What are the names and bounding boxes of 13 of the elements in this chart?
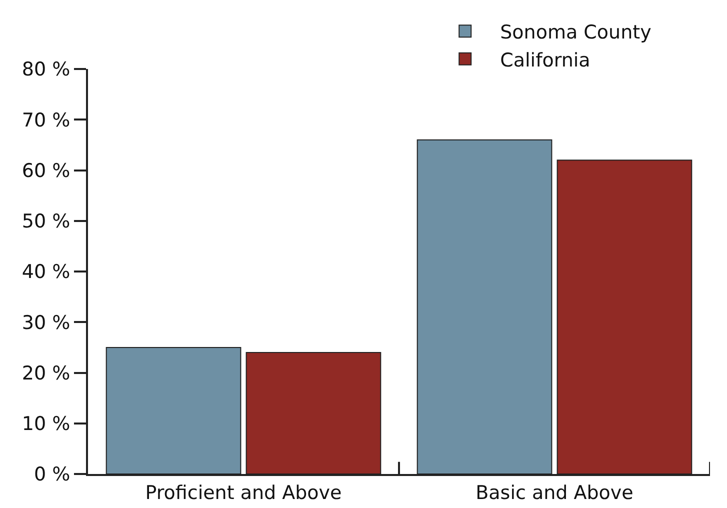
y-tick-label: 80 % (22, 58, 70, 81)
y-tick-label: 60 % (22, 160, 70, 182)
y-tick-label: 50 % (22, 210, 70, 233)
x-tick-label: Basic and Above (476, 482, 634, 504)
x-tick-label: Proficient and Above (145, 482, 342, 504)
y-tick-label: 0 % (34, 464, 70, 486)
y-tick-label: 10 % (22, 413, 70, 436)
legend-label: California (500, 49, 590, 72)
y-tick-label: 40 % (22, 261, 70, 284)
y-tick-label: 20 % (22, 362, 70, 384)
y-tick-label: 30 % (22, 312, 70, 334)
legend-label: Sonoma County (500, 22, 652, 44)
y-tick-label: 70 % (22, 109, 70, 132)
